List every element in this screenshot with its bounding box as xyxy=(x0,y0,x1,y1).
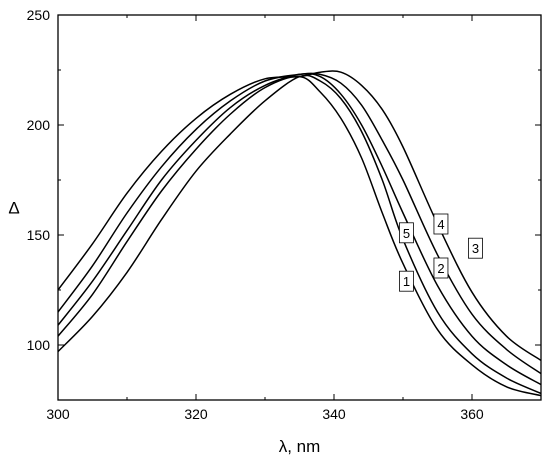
curve-label-box xyxy=(433,257,449,279)
curve-label-text: 4 xyxy=(437,217,444,232)
series-line-2 xyxy=(58,72,541,386)
x-tick-label: 300 xyxy=(46,406,70,422)
curve-label-box xyxy=(468,237,483,259)
series-line-4 xyxy=(58,72,541,375)
curve-labels-group: 1 5 2 4 3 xyxy=(399,213,483,292)
series-line-3 xyxy=(58,70,541,362)
curve-label-text: 2 xyxy=(437,261,444,276)
y-axis-title: Δ xyxy=(8,199,19,218)
series-line-5 xyxy=(58,75,541,397)
x-tick-label: 320 xyxy=(184,406,208,422)
x-tick-label: 360 xyxy=(460,406,484,422)
curve-label-box xyxy=(399,270,414,292)
x-axis-ticks: 300 320 340 360 xyxy=(46,15,542,422)
curve-label-box xyxy=(433,213,449,235)
y-axis-ticks: 100 150 200 250 xyxy=(27,7,541,401)
curve-label-text: 3 xyxy=(472,241,479,256)
curve-label-text: 1 xyxy=(403,274,410,289)
curve-label-box xyxy=(399,222,414,244)
curves-group xyxy=(58,70,541,397)
series-line-1 xyxy=(58,74,541,395)
y-tick-label: 150 xyxy=(27,227,51,243)
plot-frame xyxy=(57,14,542,401)
curve-label-4: 4 xyxy=(433,213,449,235)
x-tick-label: 340 xyxy=(322,406,346,422)
x-axis-title: λ, nm xyxy=(279,437,321,456)
curve-label-2: 2 xyxy=(433,257,449,279)
y-tick-label: 100 xyxy=(27,337,51,353)
y-tick-label: 200 xyxy=(27,117,51,133)
curve-label-3: 3 xyxy=(468,237,483,259)
curve-label-text: 5 xyxy=(403,226,410,241)
curve-label-1: 1 xyxy=(399,270,414,292)
y-tick-label: 250 xyxy=(27,7,51,23)
curve-label-5: 5 xyxy=(399,222,414,244)
